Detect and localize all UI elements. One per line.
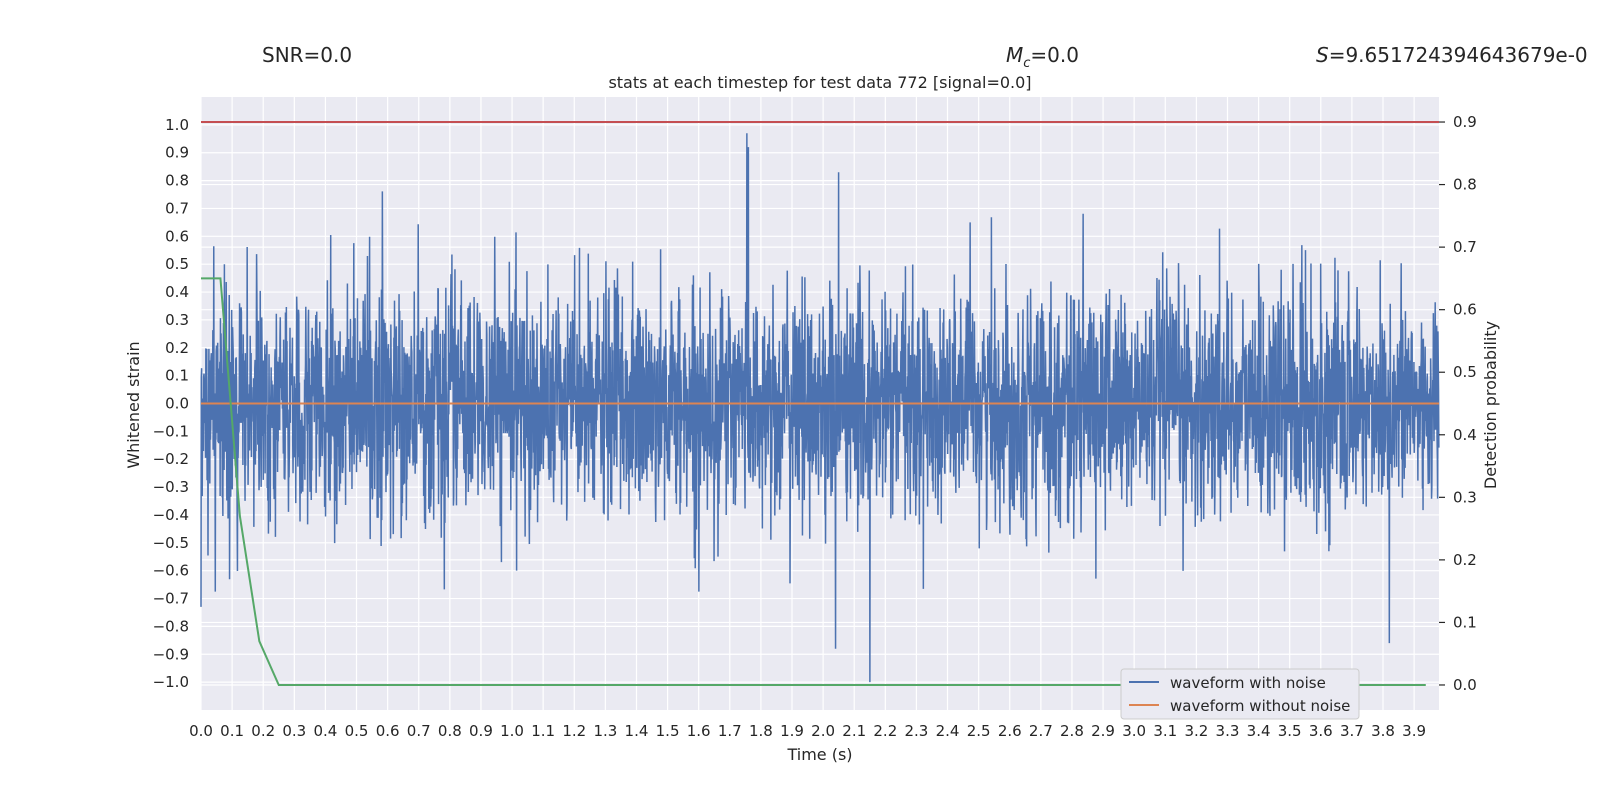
x-tick-label: 1.5 [656, 722, 680, 740]
x-tick-label: 0.7 [407, 722, 431, 740]
legend: waveform with noise waveform without noi… [1120, 668, 1360, 720]
legend-label-clean: waveform without noise [1170, 697, 1350, 715]
mc-symbol: M [1006, 43, 1023, 67]
y-tick-label: −0.4 [153, 506, 189, 524]
y2-tick-label: 0.6 [1453, 301, 1477, 319]
x-tick-label: 2.1 [842, 722, 866, 740]
x-tick-label: 1.1 [531, 722, 555, 740]
y2-tick-label: 0.9 [1453, 113, 1477, 131]
x-tick-label: 1.8 [749, 722, 773, 740]
x-tick-label: 3.5 [1278, 722, 1302, 740]
x-tick-label: 0.6 [376, 722, 400, 740]
y-tick-label: −0.3 [153, 478, 189, 496]
chirp-mass-label: Mc=0.0 [1006, 43, 1079, 71]
x-tick-label: 3.8 [1371, 722, 1395, 740]
y2-tick-label: 0.2 [1453, 551, 1477, 569]
x-tick-label: 0.9 [469, 722, 493, 740]
y-tick-label: 0.7 [165, 199, 189, 217]
x-tick-label: 1.0 [500, 722, 524, 740]
x-tick-label: 3.9 [1402, 722, 1426, 740]
x-tick-label: 1.4 [625, 722, 649, 740]
y2-axis-label: Detection probability [1481, 321, 1500, 489]
y-tick-label: 0.0 [165, 395, 189, 413]
x-tick-label: 1.3 [593, 722, 617, 740]
y2-tick-label: 0.0 [1453, 676, 1477, 694]
x-tick-label: 3.3 [1216, 722, 1240, 740]
x-tick-label: 2.2 [873, 722, 897, 740]
y-tick-label: −0.6 [153, 562, 189, 580]
chart-title: stats at each timestep for test data 772… [608, 73, 1031, 92]
x-tick-label: 1.9 [780, 722, 804, 740]
y2-tick-label: 0.7 [1453, 238, 1477, 256]
x-tick-label: 3.4 [1247, 722, 1271, 740]
x-tick-label: 1.2 [562, 722, 586, 740]
y-tick-label: 0.5 [165, 255, 189, 273]
y-tick-label: 0.6 [165, 227, 189, 245]
x-tick-label: 0.2 [251, 722, 275, 740]
x-tick-label: 3.2 [1184, 722, 1208, 740]
s-symbol: S [1316, 43, 1329, 67]
y2-tick-label: 0.8 [1453, 176, 1477, 194]
y-tick-label: −0.2 [153, 450, 189, 468]
y-tick-label: −0.9 [153, 645, 189, 663]
x-tick-label: 0.8 [438, 722, 462, 740]
y-tick-label: 1.0 [165, 116, 189, 134]
x-tick-label: 2.5 [967, 722, 991, 740]
series-layer [200, 121, 1440, 686]
snr-label: SNR=0.0 [262, 43, 352, 67]
series-detection-probability [201, 277, 1426, 686]
x-tick-label: 2.3 [904, 722, 928, 740]
y2-tick-label: 0.5 [1453, 363, 1477, 381]
x-tick-label: 2.7 [1029, 722, 1053, 740]
y-tick-label: 0.3 [165, 311, 189, 329]
series-waveform-with-noise [200, 133, 1440, 683]
x-tick-label: 0.3 [282, 722, 306, 740]
x-tick-label: 0.1 [220, 722, 244, 740]
y-tick-label: 0.9 [165, 144, 189, 162]
s-value: =9.651724394643679e-0 [1329, 43, 1588, 67]
axes: 0.0 0.1 0.2 0.3 0.4 0.5 0.6 0.7 0.8 0.9 1.0 1.1 1.2 1… [153, 113, 1477, 740]
x-axis-label: Time (s) [786, 745, 852, 764]
x-tick-label: 2.0 [811, 722, 835, 740]
y-tick-label: 0.1 [165, 367, 189, 385]
x-tick-label: 1.7 [718, 722, 742, 740]
x-tick-label: 0.0 [189, 722, 213, 740]
x-tick-label: 3.7 [1340, 722, 1364, 740]
y-tick-label: −1.0 [153, 673, 189, 691]
y-tick-label: −0.8 [153, 617, 189, 635]
x-tick-label: 3.0 [1122, 722, 1146, 740]
x-tick-label: 2.8 [1060, 722, 1084, 740]
y2-tick-label: 0.4 [1453, 426, 1477, 444]
legend-label-noise: waveform with noise [1170, 674, 1326, 692]
legend-box [1120, 668, 1360, 720]
y-tick-label: −0.5 [153, 534, 189, 552]
y2-tick-label: 0.1 [1453, 613, 1477, 631]
y-axis-label: Whitened strain [124, 341, 143, 468]
y-tick-label: 0.2 [165, 339, 189, 357]
x-tick-label: 2.9 [1091, 722, 1115, 740]
y-tick-label: 0.8 [165, 172, 189, 190]
x-tick-label: 3.6 [1309, 722, 1333, 740]
y-tick-label: 0.4 [165, 283, 189, 301]
y-tick-label: −0.7 [153, 590, 189, 608]
mc-subscript: c [1023, 56, 1030, 71]
x-tick-label: 2.4 [936, 722, 960, 740]
x-tick-label: 0.4 [313, 722, 337, 740]
x-tick-label: 2.6 [998, 722, 1022, 740]
y-tick-label: −0.1 [153, 422, 189, 440]
x-tick-label: 0.5 [345, 722, 369, 740]
mc-value: =0.0 [1030, 43, 1079, 67]
y2-tick-label: 0.3 [1453, 488, 1477, 506]
x-tick-label: 1.6 [687, 722, 711, 740]
x-tick-label: 3.1 [1153, 722, 1177, 740]
s-label: S=9.651724394643679e-0 [1316, 43, 1588, 67]
